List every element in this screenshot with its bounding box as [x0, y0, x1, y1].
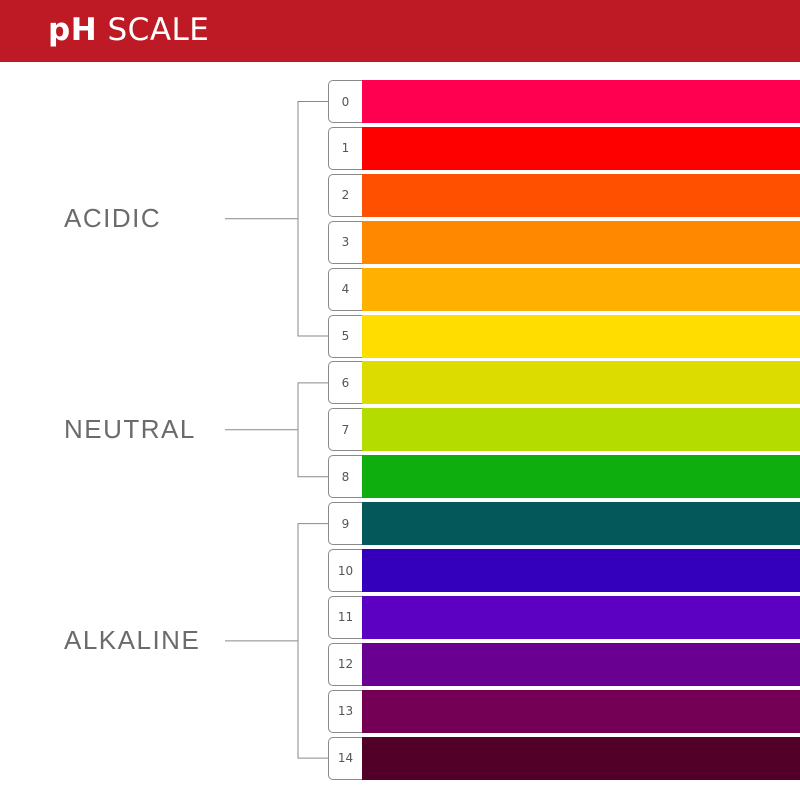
ph-color-bar	[362, 595, 800, 639]
ph-row-12: 12	[328, 642, 800, 686]
ph-row-6: 6	[328, 361, 800, 405]
ph-value-label: 7	[328, 408, 362, 452]
bracket-alkaline	[225, 523, 328, 759]
page-title: pH SCALE	[48, 12, 209, 48]
ph-row-0: 0	[328, 80, 800, 123]
ph-row-8: 8	[328, 455, 800, 499]
ph-color-bar	[362, 549, 800, 592]
ph-color-bar	[362, 314, 800, 358]
ph-row-4: 4	[328, 267, 800, 311]
bracket-neutral	[225, 382, 328, 478]
ph-color-bar	[362, 642, 800, 686]
ph-color-bar	[362, 736, 800, 780]
group-label-neutral: NEUTRAL	[64, 413, 196, 444]
group-label-alkaline: ALKALINE	[64, 624, 201, 655]
ph-color-bar	[362, 80, 800, 123]
ph-value-label: 11	[328, 595, 362, 639]
ph-row-9: 9	[328, 502, 800, 546]
ph-color-bar	[362, 408, 800, 452]
ph-value-label: 6	[328, 361, 362, 405]
ph-value-label: 13	[328, 689, 362, 733]
ph-color-bar	[362, 502, 800, 546]
title-ph: pH	[48, 12, 98, 48]
ph-value-label: 1	[328, 126, 362, 170]
ph-row-7: 7	[328, 408, 800, 452]
ph-color-bar	[362, 689, 800, 733]
ph-value-label: 14	[328, 736, 362, 780]
ph-color-bar	[362, 361, 800, 405]
ph-value-label: 12	[328, 642, 362, 686]
ph-color-bar	[362, 126, 800, 170]
ph-value-label: 8	[328, 455, 362, 499]
ph-color-bar	[362, 220, 800, 264]
ph-row-11: 11	[328, 595, 800, 639]
ph-value-label: 4	[328, 267, 362, 311]
ph-value-label: 9	[328, 502, 362, 546]
ph-value-label: 5	[328, 314, 362, 358]
ph-value-label: 0	[328, 80, 362, 123]
ph-row-3: 3	[328, 220, 800, 264]
group-label-acidic: ACIDIC	[64, 202, 162, 233]
title-scale: SCALE	[107, 12, 210, 48]
ph-color-bar	[362, 173, 800, 217]
ph-row-5: 5	[328, 314, 800, 358]
ph-row-2: 2	[328, 173, 800, 217]
bracket-acidic	[225, 101, 328, 337]
ph-row-10: 10	[328, 549, 800, 592]
ph-value-label: 10	[328, 549, 362, 592]
ph-row-14: 14	[328, 736, 800, 780]
ph-color-bar	[362, 455, 800, 499]
ph-value-label: 2	[328, 173, 362, 217]
ph-color-bar	[362, 267, 800, 311]
header-banner: pH SCALE	[0, 0, 800, 62]
ph-value-label: 3	[328, 220, 362, 264]
ph-row-13: 13	[328, 689, 800, 733]
ph-row-1: 1	[328, 126, 800, 170]
